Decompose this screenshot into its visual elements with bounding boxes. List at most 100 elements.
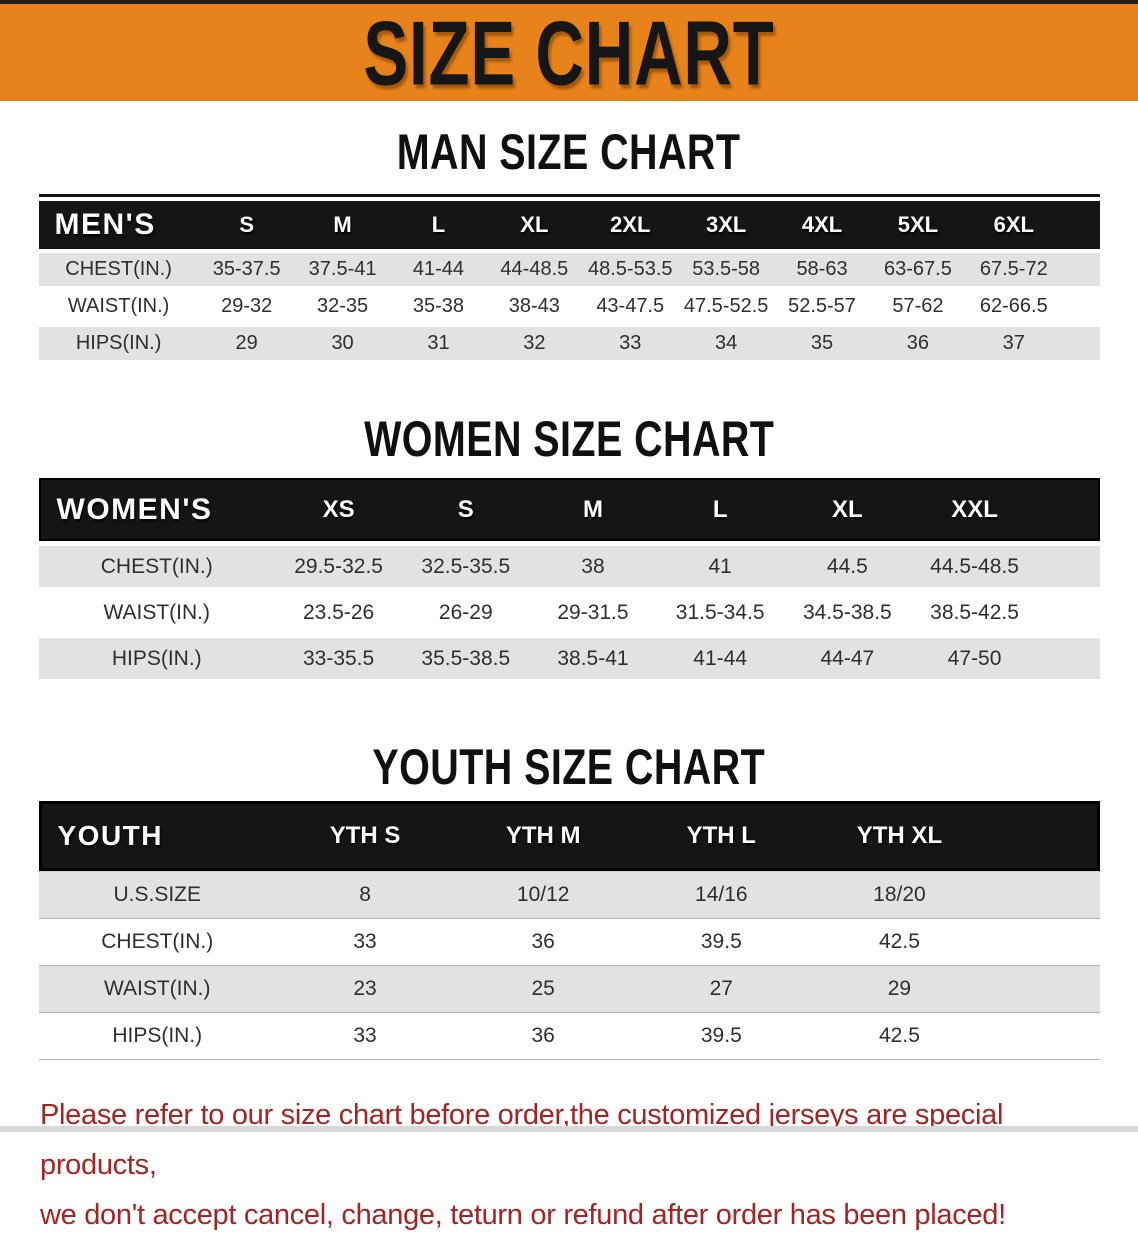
size-cell: 33 bbox=[276, 919, 455, 966]
size-cell: 8 bbox=[276, 871, 455, 919]
size-cell: 38.5-42.5 bbox=[910, 592, 1039, 633]
disclaimer-line-1: Please refer to our size chart before or… bbox=[40, 1099, 1004, 1181]
row-filler bbox=[1061, 290, 1100, 323]
header-filler bbox=[1038, 478, 1100, 541]
size-cell: 26-29 bbox=[402, 592, 530, 633]
table-header-row: YOUTH YTH S YTH M YTH L YTH XL bbox=[38, 801, 1100, 871]
row-filler bbox=[988, 871, 1100, 919]
size-cell: 37 bbox=[965, 327, 1062, 360]
column-header: 4XL bbox=[774, 201, 870, 249]
size-cell: 34 bbox=[678, 327, 775, 360]
size-cell: 44.5-48.5 bbox=[910, 546, 1039, 587]
size-cell: 67.5-72 bbox=[965, 253, 1062, 286]
top-border-strip bbox=[0, 0, 1138, 4]
size-cell: 44.5 bbox=[783, 546, 911, 587]
size-cell: 27 bbox=[632, 966, 811, 1013]
table-row: HIPS(IN.) 33 36 39.5 42.5 bbox=[38, 1013, 1100, 1060]
column-header: S bbox=[198, 201, 295, 249]
header-filler bbox=[1061, 201, 1100, 249]
table-row: WAIST(IN.) 23 25 27 29 bbox=[38, 966, 1100, 1013]
column-header: L bbox=[390, 201, 487, 249]
table-row: CHEST(IN.) 35-37.5 37.5-41 41-44 44-48.5 48.5… bbox=[38, 253, 1100, 286]
size-cell: 41-44 bbox=[390, 253, 487, 286]
youth-size-chart-heading: YOUTH SIZE CHART bbox=[0, 738, 1138, 801]
column-header: YTH M bbox=[454, 801, 633, 871]
size-cell: 44-48.5 bbox=[486, 253, 583, 286]
table-group-label: WOMEN'S bbox=[38, 478, 275, 541]
column-header: 5XL bbox=[869, 201, 966, 249]
youth-size-chart-heading-text: YOUTH SIZE CHART bbox=[372, 738, 766, 795]
man-size-chart-heading: MAN SIZE CHART bbox=[0, 123, 1138, 186]
size-cell: 33 bbox=[582, 327, 679, 360]
size-cell: 35 bbox=[774, 327, 870, 360]
size-chart-banner: SIZE CHART bbox=[0, 4, 1138, 101]
size-cell: 47.5-52.5 bbox=[678, 290, 775, 323]
size-cell: 35-37.5 bbox=[198, 253, 295, 286]
table-row: WAIST(IN.) 29-32 32-35 35-38 38-43 43-47.5 47.… bbox=[38, 290, 1100, 323]
size-cell: 62-66.5 bbox=[965, 290, 1062, 323]
size-cell: 36 bbox=[454, 919, 633, 966]
men-table-top-rule bbox=[38, 194, 1100, 197]
size-cell: 23 bbox=[276, 966, 455, 1013]
size-cell: 10/12 bbox=[454, 871, 633, 919]
table-row: HIPS(IN.) 33-35.5 35.5-38.5 38.5-41 41-44 44-… bbox=[38, 638, 1100, 679]
size-cell: 47-50 bbox=[910, 638, 1039, 679]
row-label: CHEST(IN.) bbox=[38, 253, 199, 286]
man-size-chart-heading-text: MAN SIZE CHART bbox=[397, 123, 741, 180]
size-cell: 29 bbox=[198, 327, 295, 360]
column-header: YTH XL bbox=[810, 801, 989, 871]
table-row: CHEST(IN.) 33 36 39.5 42.5 bbox=[38, 919, 1100, 966]
men-size-section: MAN SIZE CHART MEN'S S M L XL 2XL 3XL 4XL 5XL 6XL… bbox=[0, 123, 1138, 364]
size-cell: 44-47 bbox=[783, 638, 911, 679]
size-cell: 63-67.5 bbox=[869, 253, 966, 286]
column-header: L bbox=[656, 478, 784, 541]
size-cell: 29-31.5 bbox=[529, 592, 657, 633]
table-group-label: MEN'S bbox=[38, 201, 199, 249]
size-cell: 42.5 bbox=[810, 919, 989, 966]
column-header: XS bbox=[275, 478, 403, 541]
size-cell: 41-44 bbox=[656, 638, 784, 679]
column-header: S bbox=[402, 478, 530, 541]
header-filler bbox=[988, 801, 1100, 871]
size-cell: 18/20 bbox=[810, 871, 989, 919]
size-cell: 57-62 bbox=[869, 290, 966, 323]
row-label: WAIST(IN.) bbox=[38, 592, 275, 633]
row-filler bbox=[988, 919, 1100, 966]
size-cell: 53.5-58 bbox=[678, 253, 775, 286]
bottom-border-strip bbox=[0, 1126, 1138, 1132]
size-cell: 38 bbox=[529, 546, 657, 587]
row-filler bbox=[1038, 592, 1100, 633]
banner-title-text: SIZE CHART bbox=[363, 1, 775, 104]
size-cell: 31 bbox=[390, 327, 487, 360]
size-cell: 42.5 bbox=[810, 1013, 989, 1060]
row-filler bbox=[1038, 638, 1100, 679]
table-row: WAIST(IN.) 23.5-26 26-29 29-31.5 31.5-34.5 34… bbox=[38, 592, 1100, 633]
row-label: WAIST(IN.) bbox=[38, 290, 199, 323]
youth-size-section: YOUTH SIZE CHART YOUTH YTH S YTH M YTH L YTH… bbox=[0, 738, 1138, 1060]
row-filler bbox=[1061, 253, 1100, 286]
table-row: HIPS(IN.) 29 30 31 32 33 34 35 36 37 bbox=[38, 327, 1100, 360]
row-label: HIPS(IN.) bbox=[38, 327, 199, 360]
row-filler bbox=[1038, 546, 1100, 587]
youth-size-table: YOUTH YTH S YTH M YTH L YTH XL U.S.SIZE 8 10/12… bbox=[38, 801, 1100, 1060]
women-size-section: WOMEN SIZE CHART WOMEN'S XS S M L XL XXL CHEST(… bbox=[0, 410, 1138, 684]
row-filler bbox=[988, 966, 1100, 1013]
column-header: 3XL bbox=[678, 201, 775, 249]
row-label: CHEST(IN.) bbox=[38, 546, 275, 587]
size-cell: 52.5-57 bbox=[774, 290, 870, 323]
row-label: HIPS(IN.) bbox=[38, 638, 275, 679]
size-cell: 14/16 bbox=[632, 871, 811, 919]
table-row: CHEST(IN.) 29.5-32.5 32.5-35.5 38 41 44.5 44.5… bbox=[38, 546, 1100, 587]
column-header: M bbox=[294, 201, 391, 249]
size-cell: 58-63 bbox=[774, 253, 870, 286]
column-header: M bbox=[529, 478, 657, 541]
banner-title: SIZE CHART bbox=[312, 7, 826, 98]
column-header: 6XL bbox=[965, 201, 1062, 249]
size-cell: 33-35.5 bbox=[275, 638, 403, 679]
size-cell: 39.5 bbox=[632, 919, 811, 966]
row-label: WAIST(IN.) bbox=[38, 966, 276, 1013]
column-header: XL bbox=[486, 201, 583, 249]
size-cell: 38.5-41 bbox=[529, 638, 657, 679]
women-size-chart-heading-text: WOMEN SIZE CHART bbox=[363, 410, 775, 467]
row-label: HIPS(IN.) bbox=[38, 1013, 276, 1060]
